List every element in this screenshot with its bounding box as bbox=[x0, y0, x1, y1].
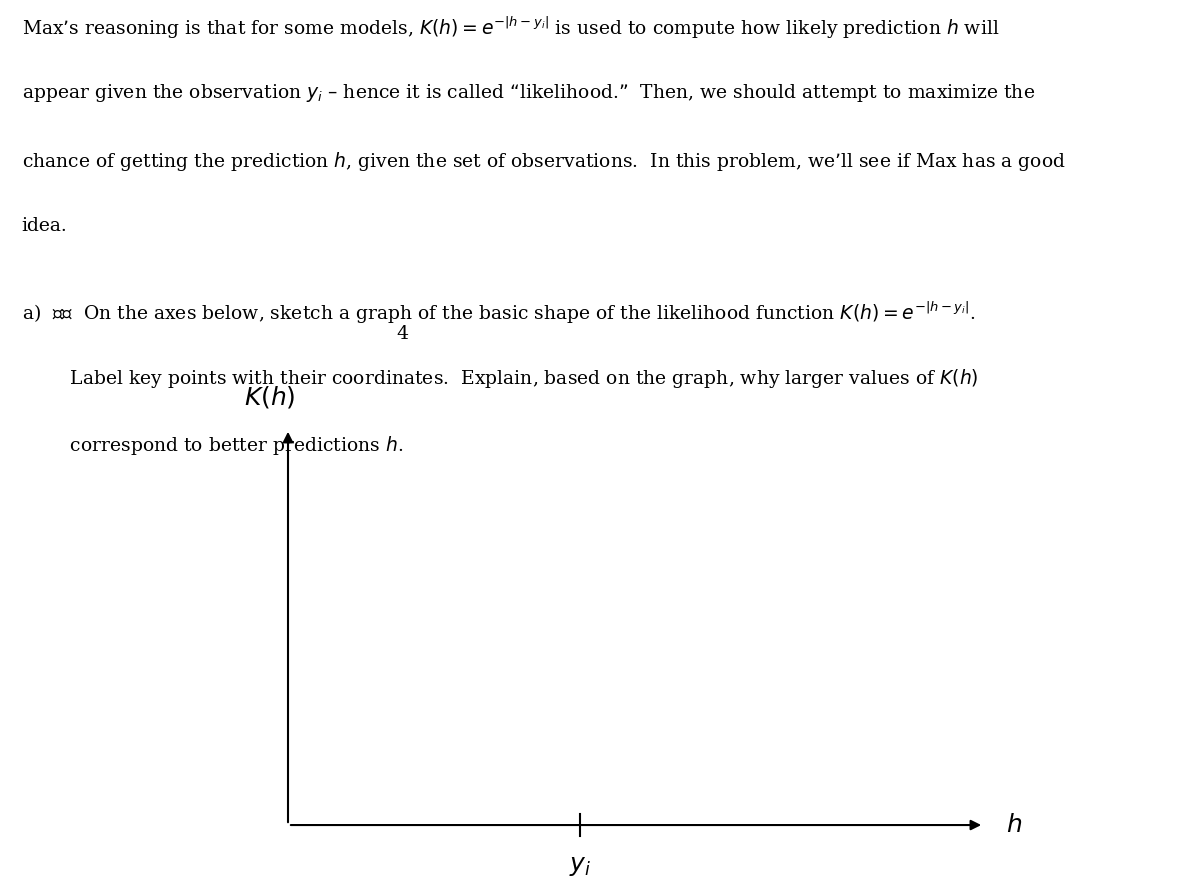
Text: 4: 4 bbox=[396, 325, 408, 343]
Text: $y_i$: $y_i$ bbox=[569, 855, 592, 878]
Text: chance of getting the prediction $h$, given the set of observations.  In this pr: chance of getting the prediction $h$, gi… bbox=[22, 149, 1066, 173]
Text: $h$: $h$ bbox=[1006, 813, 1021, 836]
Text: Label key points with their coordinates.  Explain, based on the graph, why large: Label key points with their coordinates.… bbox=[22, 366, 978, 389]
Text: idea.: idea. bbox=[22, 217, 67, 235]
Text: $K(h)$: $K(h)$ bbox=[244, 383, 296, 410]
Text: correspond to better predictions $h$.: correspond to better predictions $h$. bbox=[22, 434, 403, 457]
Text: a)  🥑🥑  On the axes below, sketch a graph of the basic shape of the likelihood f: a) 🥑🥑 On the axes below, sketch a graph … bbox=[22, 299, 976, 326]
Text: Max’s reasoning is that for some models, $K(h) = e^{-|h-y_i|}$ is used to comput: Max’s reasoning is that for some models,… bbox=[22, 15, 998, 41]
Text: appear given the observation $y_i$ – hence it is called “likelihood.”  Then, we : appear given the observation $y_i$ – hen… bbox=[22, 82, 1034, 104]
